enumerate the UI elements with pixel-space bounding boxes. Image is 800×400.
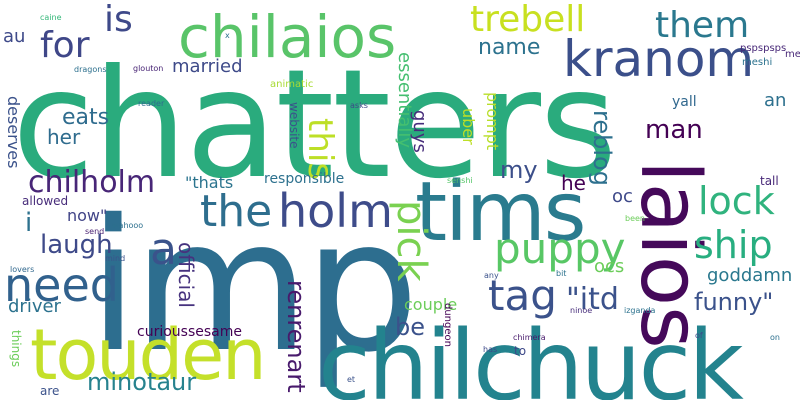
word-essentially: essentially <box>394 52 415 149</box>
word-ocs: ocs <box>594 256 625 277</box>
word-mind: mind <box>105 254 126 263</box>
word-reader: reader <box>138 99 165 108</box>
word-are: are <box>40 384 60 398</box>
word-wahooo: wahooo <box>112 221 144 230</box>
word-laios: laios <box>622 160 717 349</box>
word-tag: tag <box>488 271 557 320</box>
word-bit: bit <box>556 269 567 278</box>
word-trebell: trebell <box>470 0 586 40</box>
word-a: a <box>150 224 177 275</box>
word-chatters: chatters <box>12 38 617 212</box>
word-couple: couple <box>404 295 458 314</box>
word-imp: imp <box>88 180 419 392</box>
word-he: he <box>561 171 586 195</box>
word-lock: lock <box>698 179 775 223</box>
word-deserves: deserves <box>4 96 23 169</box>
word-thats: "thats <box>185 173 234 192</box>
word-curioussesame: curioussesame <box>137 324 242 340</box>
word-things: things <box>9 330 23 368</box>
word-goddamn: goddamn <box>707 265 793 286</box>
word-for: for <box>40 25 90 66</box>
word-uber: uber <box>459 108 478 145</box>
word-itd: "itd <box>566 282 619 317</box>
word-has: has <box>483 345 498 354</box>
word-is: is <box>104 0 133 40</box>
word-her: her <box>47 125 81 149</box>
word-allowed: allowed <box>22 194 69 208</box>
word-official: official <box>174 242 198 308</box>
word-glouton: glouton <box>133 64 164 73</box>
word-this: this <box>300 118 340 181</box>
word-touden: touden <box>30 314 267 396</box>
word-dragons: dragons <box>74 65 107 74</box>
word-need: need <box>4 258 119 312</box>
word-et: et <box>347 375 356 384</box>
word-kranom: kranom <box>563 30 755 88</box>
word-of: of <box>695 331 703 340</box>
word-send: send <box>85 227 105 236</box>
word-me: me <box>785 49 800 60</box>
word-pick: pick <box>388 200 434 282</box>
word-ninoe: ninoe <box>570 306 593 315</box>
word-chilchuck: chilchuck <box>318 310 744 400</box>
word-an: an <box>764 90 787 111</box>
word-responsible: responsible <box>264 171 345 187</box>
word-chilholm: chilholm <box>28 165 156 200</box>
word-now: now" <box>67 206 108 225</box>
word-asks: asks <box>350 101 368 110</box>
word-website: website <box>287 102 301 149</box>
word-chilaios: chilaios <box>178 3 397 71</box>
word-holm: holm <box>278 184 393 238</box>
word-driver: driver <box>8 296 61 317</box>
word-guys: guys <box>409 110 430 153</box>
word-them: them <box>655 5 750 46</box>
word-married: married <box>172 56 243 77</box>
word-caine: caine <box>40 13 62 22</box>
word-the: the <box>200 186 273 237</box>
word-laugh: laugh <box>40 230 113 260</box>
word-renrenart: renrenart <box>282 280 310 393</box>
word-au: au <box>3 26 26 47</box>
word-been: been <box>625 214 645 223</box>
word-lovers: lovers <box>10 265 35 274</box>
word-to: to <box>514 344 527 358</box>
word-tims: tims <box>415 165 587 260</box>
word-yall: yall <box>672 94 697 110</box>
word-izganda: izganda <box>624 306 656 315</box>
word-tall: tall <box>760 174 779 188</box>
word-man: man <box>645 115 703 145</box>
word-on: on <box>770 333 780 342</box>
word-eats: eats <box>62 105 110 130</box>
word-ship: ship <box>694 223 773 267</box>
word-my: my <box>500 156 538 184</box>
word-chimera: chimera <box>513 333 546 342</box>
word-psps: pspspsps <box>740 43 787 54</box>
word-reblog: reblog <box>588 110 616 186</box>
word-name: name <box>478 35 541 60</box>
word-animatic: animatic <box>270 79 314 90</box>
word-funny: funny" <box>694 288 774 316</box>
word-puppy: puppy <box>494 224 626 273</box>
word-meshi: meshi <box>742 57 773 68</box>
word-minotaur: minotaur <box>87 368 197 396</box>
word-dungeon: dungeon <box>442 303 453 347</box>
word-prompt: prompt <box>483 92 502 151</box>
word-x: x <box>225 31 230 40</box>
word-i: i <box>25 208 33 238</box>
word-oc: oc <box>612 186 633 207</box>
word-senshi: senshi <box>447 176 473 185</box>
word-any: any <box>484 271 499 280</box>
word-be: be <box>395 313 425 341</box>
